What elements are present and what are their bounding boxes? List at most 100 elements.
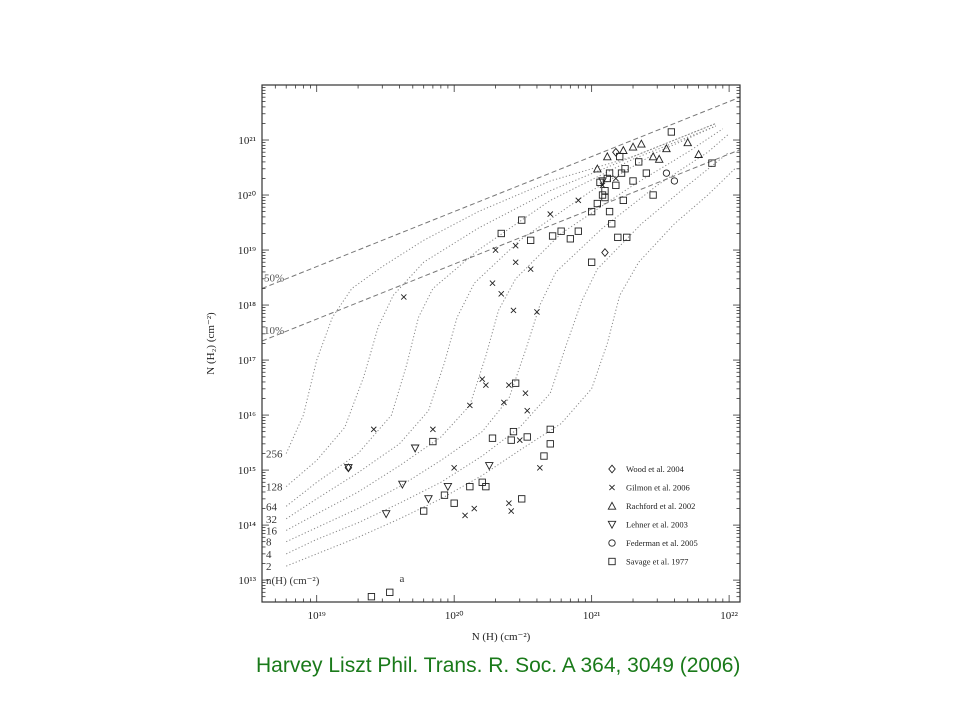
data-point	[566, 235, 575, 243]
data-point	[596, 178, 604, 186]
fraction-lines	[262, 96, 740, 342]
legend-label: Gilmon et al. 2006	[626, 483, 690, 493]
legend-entry: Federman et al. 2005	[608, 538, 698, 548]
data-point	[524, 407, 531, 414]
data-point	[498, 290, 505, 297]
series-4	[662, 169, 679, 185]
data-point	[482, 482, 490, 491]
legend-label: Lehner et al. 2003	[626, 520, 688, 530]
axis-tick-labels: 10¹⁹ 10²⁰ 10²¹ 10²² 10¹³ 10¹⁴ 10¹⁵ 10¹⁶ 10¹⁷ 10¹⁸…	[237, 135, 738, 622]
fraction-line-10%	[262, 149, 740, 342]
x-tick-label: 10²¹	[583, 610, 601, 622]
legend-label: Federman et al. 2005	[626, 538, 698, 548]
legend-marker	[608, 557, 616, 566]
data-point	[629, 177, 637, 185]
y-tick-label: 10²⁰	[237, 190, 256, 202]
data-point	[507, 436, 515, 444]
data-point	[343, 464, 353, 473]
data-point	[618, 145, 628, 154]
data-point	[522, 390, 529, 397]
data-point	[605, 207, 614, 216]
data-point	[546, 440, 554, 448]
data-point	[661, 143, 671, 153]
data-point	[605, 169, 614, 177]
data-point	[635, 158, 643, 166]
curve-label-256: 256	[266, 449, 283, 461]
model-curves	[285, 123, 736, 567]
data-point	[489, 280, 496, 287]
data-point	[516, 437, 523, 444]
data-point	[614, 233, 622, 242]
y-tick-label: 10¹⁹	[238, 245, 256, 257]
curve-label-4: 4	[266, 549, 272, 561]
data-point	[466, 402, 473, 409]
curve-label-32: 32	[266, 514, 277, 526]
data-point	[592, 164, 602, 173]
data-point	[505, 500, 512, 507]
data-point	[670, 177, 679, 185]
axis-ticks	[261, 84, 740, 603]
y-tick-label: 10¹⁷	[238, 355, 256, 367]
legend-marker	[607, 501, 617, 510]
data-point	[598, 191, 607, 199]
curve-label-2: 2	[266, 561, 272, 573]
model-curve-128	[285, 123, 716, 487]
legend-marker	[608, 464, 616, 474]
x-tick-label: 10²²	[720, 610, 738, 622]
series-5	[367, 128, 716, 601]
data-point	[370, 426, 377, 433]
data-point	[508, 508, 515, 514]
density-label-suffix: a	[399, 573, 404, 585]
fraction-line-50%	[262, 96, 740, 289]
data-point	[574, 227, 582, 235]
curve-label-64: 64	[266, 501, 278, 513]
data-point	[484, 462, 494, 471]
legend-entry: Wood et al. 2004	[608, 464, 685, 474]
model-curve-256	[285, 123, 716, 454]
data-point	[587, 207, 596, 216]
data-point	[397, 480, 407, 490]
data-point	[593, 199, 601, 208]
data-point	[381, 510, 391, 519]
y-tick-label: 10¹⁵	[238, 465, 256, 477]
data-point	[612, 175, 619, 182]
data-point	[536, 464, 543, 471]
data-point	[534, 309, 540, 315]
y-tick-label: 10¹⁶	[238, 410, 256, 422]
data-point	[523, 433, 531, 441]
data-point	[540, 452, 548, 460]
data-point	[451, 464, 458, 471]
data-point	[546, 425, 554, 434]
data-point	[386, 588, 394, 596]
data-point	[500, 399, 507, 406]
legend-marker	[608, 539, 616, 547]
data-point	[400, 294, 407, 300]
data-point	[420, 507, 428, 515]
legend-marker	[607, 520, 617, 530]
data-point	[621, 165, 629, 173]
legend-entry: Savage et al. 1977	[608, 557, 688, 567]
data-point	[479, 376, 486, 383]
data-point	[654, 154, 664, 163]
data-point	[462, 512, 468, 519]
data-point	[471, 505, 478, 512]
data-points	[343, 128, 716, 601]
data-point	[518, 216, 526, 224]
y-tick-label: 10²¹	[238, 135, 256, 147]
data-point	[512, 242, 519, 249]
data-point	[429, 426, 436, 433]
data-point	[518, 495, 526, 503]
data-point	[601, 193, 609, 202]
data-point	[708, 159, 716, 167]
legend-label: Rachford et al. 2002	[626, 501, 695, 511]
legend-marker	[609, 484, 615, 491]
data-point	[497, 229, 505, 238]
x-tick-label: 10²⁰	[445, 610, 464, 622]
y-tick-label: 10¹⁴	[238, 520, 256, 532]
data-point	[662, 169, 671, 177]
legend-label: Savage et al. 1977	[626, 557, 688, 567]
fraction-label-50%: 50%	[264, 272, 284, 284]
data-point	[440, 491, 449, 499]
data-point	[509, 427, 518, 436]
